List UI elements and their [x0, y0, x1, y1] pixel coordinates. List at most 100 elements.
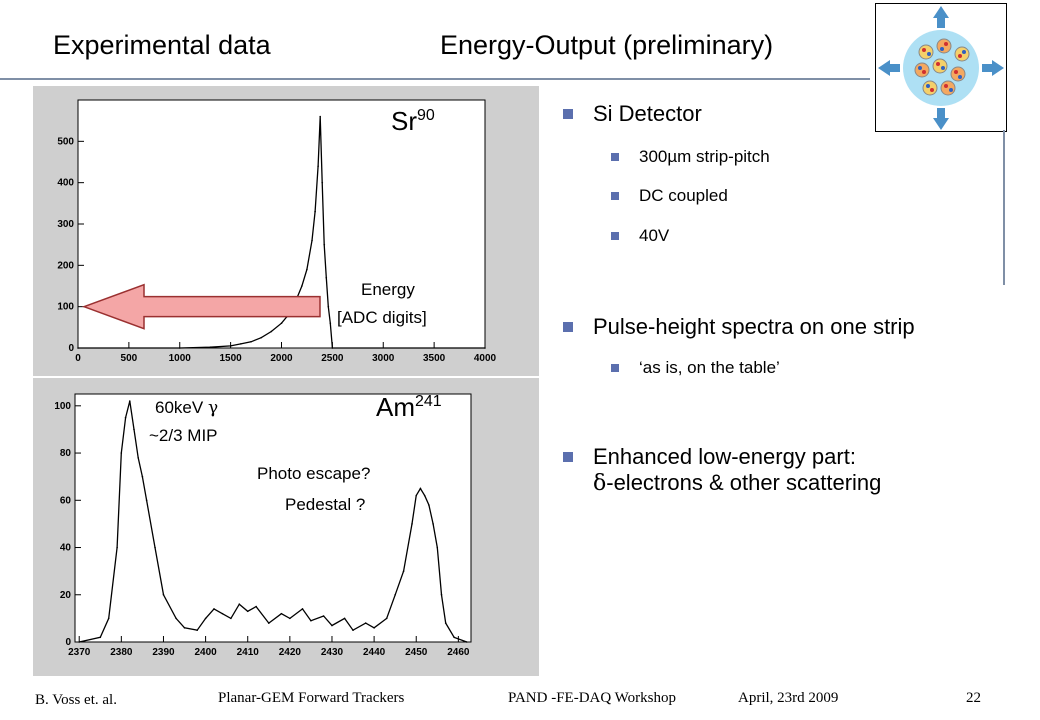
- spectrum-point: [385, 617, 388, 620]
- x-tick-label: 500: [121, 353, 138, 364]
- y-tick-label: 100: [54, 401, 71, 412]
- peak-energy: 60keV: [155, 398, 204, 417]
- footer-page-number: 22: [966, 690, 981, 706]
- x-tick-label: 2440: [363, 647, 386, 658]
- sr90-chart-svg: 0 500 1000 1500 2000 2500 3000 3500 4000 0 100 200 3…: [57, 99, 497, 364]
- bullet-line2-text: -electrons & other scattering: [606, 470, 882, 495]
- gamma-symbol: γ: [207, 398, 219, 418]
- spectrum-point: [221, 612, 224, 615]
- bullet-marker: [611, 153, 619, 161]
- bullet-marker: [611, 232, 619, 240]
- y-tick-label: 0: [68, 343, 74, 354]
- spectrum-point: [327, 305, 330, 308]
- spectrum-point: [133, 428, 135, 431]
- subbullet-voltage: 40V: [611, 226, 669, 246]
- spectrum-point: [343, 617, 346, 620]
- spectrum-point: [419, 487, 422, 490]
- spectrum-point: [77, 347, 79, 349]
- right-divider: [1003, 130, 1005, 285]
- spectrum-point: [331, 347, 334, 349]
- spectrum-point: [402, 570, 405, 572]
- y-tick-label: 100: [57, 302, 74, 313]
- am241-chart-svg: 2370 2380 2390 2400 2410 2420 2430 2440 2450 2460…: [54, 393, 472, 658]
- x-tick-label: 3000: [372, 353, 395, 364]
- spectrum-point: [229, 345, 232, 347]
- spectrum-point: [453, 636, 455, 639]
- spectrum-point: [209, 346, 212, 348]
- x-tick-label: 1500: [220, 353, 243, 364]
- spectrum-point: [352, 629, 354, 631]
- x-tick-label: 3500: [423, 353, 446, 364]
- x-tick-label: 2390: [152, 647, 175, 658]
- spectrum-point: [204, 617, 207, 620]
- photo-escape-label: Photo escape?: [257, 464, 371, 483]
- subbullet-dc-coupled: DC coupled: [611, 186, 728, 206]
- bullet-line2: δ-electrons & other scattering: [593, 470, 882, 496]
- bullet-text: Pulse-height spectra on one strip: [593, 314, 915, 339]
- spectrum-point: [331, 624, 333, 627]
- spectrum-point: [267, 622, 270, 624]
- isotope-symbol: Sr: [391, 106, 417, 136]
- y-tick-label: 500: [57, 136, 74, 147]
- spectrum-point: [238, 603, 241, 606]
- spectrum-point: [230, 617, 232, 620]
- spectrum-point: [444, 622, 447, 624]
- spectrum-point: [423, 494, 426, 497]
- footer-author: B. Voss et. al.: [35, 692, 117, 708]
- isotope-mass: 241: [415, 393, 442, 410]
- energy-arrow: [81, 283, 321, 330]
- spectrum-point: [428, 504, 430, 506]
- spectrum-point: [141, 475, 144, 478]
- x-tick-label: 2420: [279, 647, 302, 658]
- spectrum-point: [175, 617, 177, 620]
- spectrum-point: [440, 593, 443, 596]
- bullet-marker: [563, 452, 573, 462]
- spectrum-point: [107, 617, 110, 620]
- spectrum-point: [289, 617, 291, 620]
- y-tick-label: 200: [57, 260, 74, 271]
- spectrum-point: [178, 347, 181, 349]
- sr90-isotope-label: Sr90: [391, 106, 435, 137]
- spectrum-point: [137, 456, 139, 459]
- spectrum-point: [260, 336, 262, 339]
- spectrum-point: [183, 627, 186, 629]
- spectrum-point: [436, 546, 439, 549]
- spectrum-point: [246, 610, 249, 613]
- subbullet-as-is: ‘as is, on the table’: [611, 358, 780, 378]
- spectrum-point: [78, 641, 81, 643]
- spectrum-point: [255, 605, 257, 608]
- y-tick-label: 0: [65, 637, 71, 648]
- spectrum-point: [301, 608, 304, 610]
- energy-unit-label: [ADC digits]: [337, 308, 427, 327]
- bullet-marker: [611, 364, 619, 372]
- spectrum-point: [240, 343, 242, 345]
- spectrum-point: [415, 494, 418, 497]
- spectrum-point: [145, 499, 148, 502]
- x-tick-label: 2500: [321, 353, 344, 364]
- spectrum-point: [301, 285, 303, 287]
- subbullet-strip-pitch: 300µm strip-pitch: [611, 147, 770, 167]
- x-tick-label: 2400: [194, 647, 217, 658]
- energy-label: Energy: [361, 280, 415, 299]
- spectrum-point: [128, 400, 131, 402]
- spectrum-point: [325, 276, 328, 279]
- spectrum-point: [162, 593, 165, 596]
- spectrum-point: [120, 452, 123, 454]
- spectrum-point: [306, 268, 308, 271]
- y-tick-label: 40: [60, 543, 72, 554]
- spectrum-line: [79, 400, 468, 643]
- x-tick-label: 2450: [405, 647, 428, 658]
- footer-talk: Planar-GEM Forward Trackers: [218, 690, 405, 706]
- spectrum-point: [411, 523, 413, 525]
- spectrum-point: [310, 619, 312, 622]
- x-tick-label: 1000: [169, 353, 192, 364]
- x-tick-label: 2430: [321, 647, 344, 658]
- spectrum-point: [317, 165, 319, 167]
- isotope-mass: 90: [417, 107, 435, 124]
- subbullet-text: 40V: [639, 226, 670, 245]
- bullet-marker: [563, 322, 573, 332]
- subbullet-text: ‘as is, on the table’: [639, 358, 780, 377]
- x-tick-label: 2410: [237, 647, 260, 658]
- plot-frame: [74, 393, 472, 643]
- spectrum-point: [311, 239, 313, 242]
